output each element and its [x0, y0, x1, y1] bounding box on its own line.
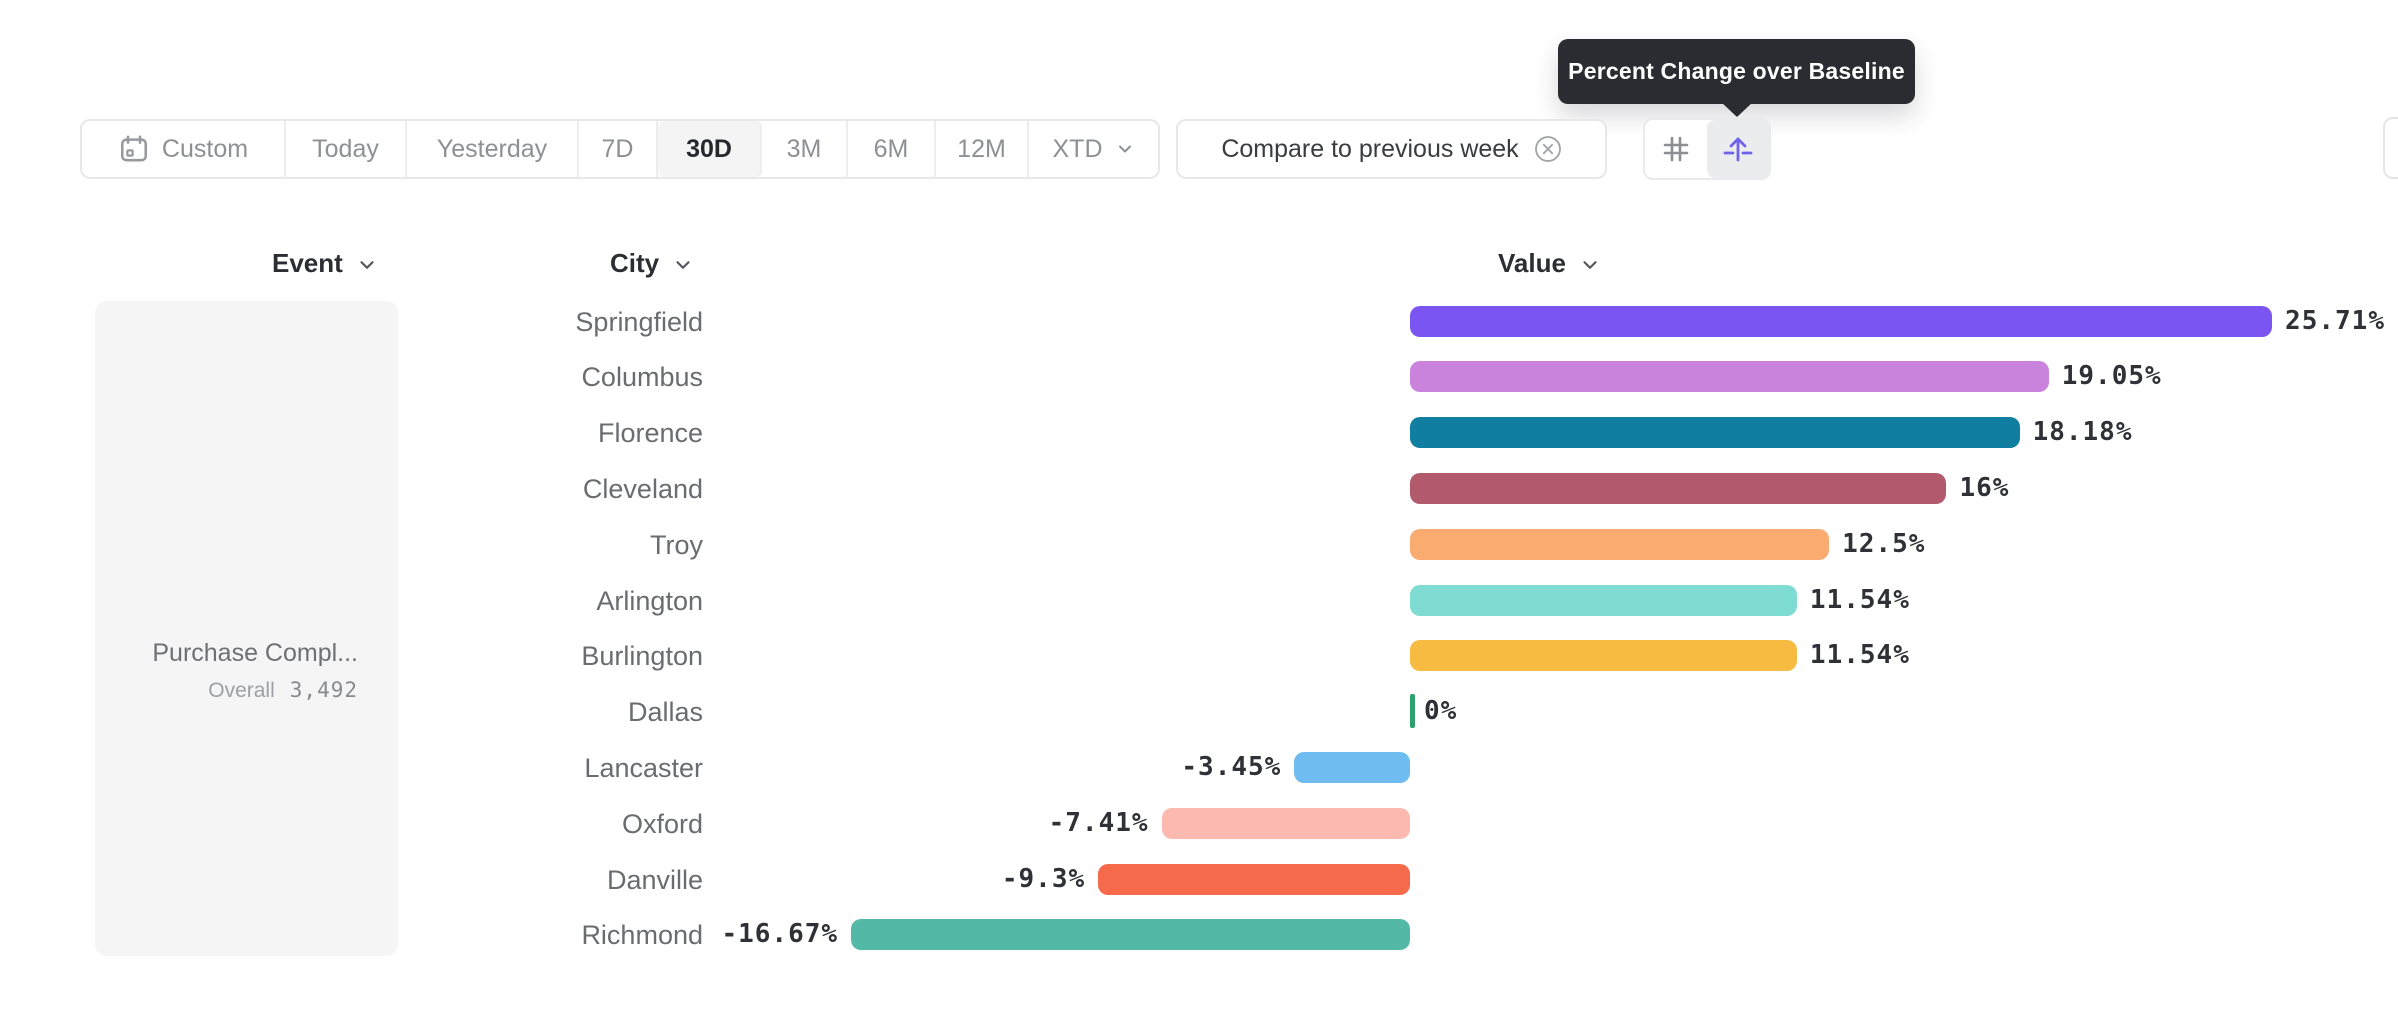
- tooltip-pointer: [1721, 102, 1753, 117]
- event-metric: Overall 3,492: [208, 678, 358, 703]
- value-label-troy: 12.5%: [1842, 528, 1926, 559]
- city-label-dallas: Dallas: [627, 697, 703, 728]
- city-label-burlington: Burlington: [581, 641, 703, 672]
- value-label-arlington: 11.54%: [1809, 584, 1910, 615]
- date-range-xtd[interactable]: XTD: [1029, 121, 1158, 177]
- date-range-control: Custom Today Yesterday 7D 30D 3M 6M 12M XTD: [80, 119, 1160, 179]
- value-display-toggle: [1643, 118, 1771, 180]
- city-label-richmond: Richmond: [581, 920, 703, 951]
- column-header-event[interactable]: Event: [272, 248, 378, 278]
- city-label-lancaster: Lancaster: [584, 753, 703, 783]
- city-label-troy: Troy: [650, 529, 703, 560]
- event-card[interactable]: Purchase Compl... Overall 3,492: [95, 301, 398, 956]
- bar-columbus[interactable]: [1410, 361, 2049, 393]
- city-label-florence: Florence: [597, 418, 703, 449]
- x-circle-icon[interactable]: [1534, 135, 1562, 163]
- date-range-label: Yesterday: [436, 134, 548, 163]
- column-header-city[interactable]: City: [610, 248, 694, 278]
- number-grid-icon[interactable]: [1645, 120, 1707, 178]
- date-range-label: Custom: [161, 134, 249, 163]
- value-label-dallas: 0%: [1424, 696, 1458, 727]
- calendar-icon: [120, 135, 147, 162]
- chevron-down-icon: [1118, 145, 1131, 153]
- bar-florence[interactable]: [1410, 417, 2020, 449]
- chevron-down-icon: [676, 260, 690, 269]
- date-range-label: 12M: [957, 134, 1006, 163]
- column-header-event-label: Event: [272, 247, 343, 278]
- bar-richmond[interactable]: [851, 919, 1410, 951]
- tooltip-percent-change: Percent Change over Baseline: [1558, 39, 1915, 104]
- bar-lancaster[interactable]: [1294, 752, 1410, 783]
- value-label-danville: -9.3%: [1001, 863, 1086, 894]
- city-label-arlington: Arlington: [596, 585, 703, 616]
- value-label-florence: 18.18%: [2032, 417, 2133, 448]
- bar-oxford[interactable]: [1161, 807, 1410, 839]
- value-label-springfield: 25.71%: [2285, 305, 2385, 336]
- date-range-label: Today: [312, 134, 379, 163]
- date-range-30d[interactable]: 30D: [658, 121, 762, 177]
- event-metric-value: 3,492: [289, 678, 358, 702]
- compare-to-previous-week-button[interactable]: Compare to previous week: [1176, 119, 1607, 179]
- date-range-label: 30D: [686, 134, 732, 163]
- bar-cleveland[interactable]: [1410, 473, 1947, 504]
- date-range-12m[interactable]: 12M: [936, 121, 1029, 177]
- percent-baseline-icon[interactable]: [1707, 120, 1769, 178]
- value-label-oxford: -7.41%: [1048, 807, 1149, 838]
- city-label-oxford: Oxford: [621, 808, 703, 839]
- column-header-city-label: City: [610, 247, 660, 278]
- date-range-3m[interactable]: 3M: [762, 121, 848, 177]
- bar-arlington[interactable]: [1410, 584, 1797, 616]
- bar-springfield[interactable]: [1410, 305, 2273, 337]
- bar-dallas[interactable]: [1410, 694, 1415, 729]
- date-range-label: 7D: [601, 134, 634, 163]
- bar-troy[interactable]: [1410, 528, 1830, 560]
- date-range-label: XTD: [1052, 134, 1103, 163]
- city-label-cleveland: Cleveland: [582, 474, 703, 504]
- date-range-custom[interactable]: Custom: [82, 121, 286, 177]
- compare-label: Compare to previous week: [1221, 134, 1519, 163]
- date-range-label: 6M: [873, 134, 909, 163]
- tooltip-text: Percent Change over Baseline: [1568, 58, 1905, 84]
- date-range-7d[interactable]: 7D: [579, 121, 658, 177]
- value-label-cleveland: 16%: [1959, 473, 2010, 503]
- value-label-lancaster: -3.45%: [1181, 752, 1282, 782]
- chevron-down-icon: [1583, 260, 1597, 269]
- date-range-6m[interactable]: 6M: [848, 121, 936, 177]
- chevron-down-icon: [360, 260, 374, 269]
- column-header-value[interactable]: Value: [1498, 248, 1601, 278]
- date-range-today[interactable]: Today: [286, 121, 407, 177]
- date-range-label: 3M: [786, 134, 822, 163]
- city-label-springfield: Springfield: [575, 306, 703, 337]
- event-title: Purchase Compl...: [152, 639, 358, 667]
- value-label-columbus: 19.05%: [2061, 361, 2162, 392]
- column-header-value-label: Value: [1498, 247, 1566, 278]
- event-metric-label: Overall: [208, 679, 275, 702]
- value-label-burlington: 11.54%: [1809, 640, 1910, 671]
- bar-burlington[interactable]: [1410, 640, 1797, 672]
- bar-danville[interactable]: [1098, 863, 1410, 895]
- city-label-danville: Danville: [606, 864, 703, 895]
- date-range-yesterday[interactable]: Yesterday: [407, 121, 579, 177]
- value-label-richmond: -16.67%: [721, 919, 839, 950]
- city-label-columbus: Columbus: [581, 362, 703, 393]
- edge-clipped-button[interactable]: [2383, 117, 2398, 179]
